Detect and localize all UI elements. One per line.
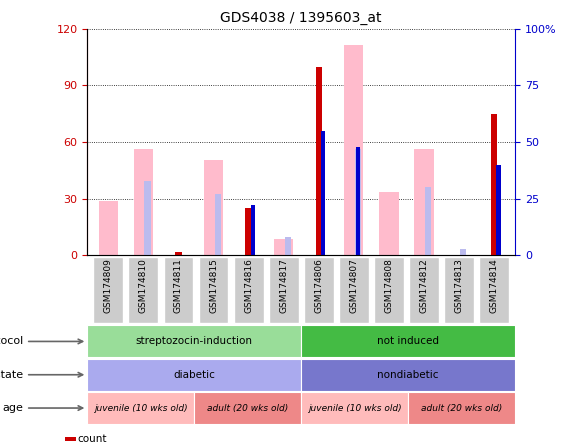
Text: GSM174810: GSM174810	[139, 258, 148, 313]
Text: GSM174815: GSM174815	[209, 258, 218, 313]
FancyBboxPatch shape	[409, 258, 439, 323]
Bar	[134, 149, 153, 255]
Bar	[251, 206, 255, 255]
Bar	[204, 160, 223, 255]
FancyBboxPatch shape	[163, 258, 193, 323]
Text: GSM174811: GSM174811	[174, 258, 183, 313]
Text: GSM174807: GSM174807	[349, 258, 358, 313]
Bar	[425, 187, 431, 255]
Bar	[496, 165, 501, 255]
Text: not induced: not induced	[377, 337, 439, 346]
Text: juvenile (10 wks old): juvenile (10 wks old)	[94, 404, 187, 412]
Bar	[99, 201, 118, 255]
Bar	[414, 149, 434, 255]
Text: adult (20 wks old): adult (20 wks old)	[207, 404, 288, 412]
Text: GSM174813: GSM174813	[454, 258, 463, 313]
Bar	[460, 249, 466, 255]
Title: GDS4038 / 1395603_at: GDS4038 / 1395603_at	[221, 11, 382, 25]
Text: nondiabetic: nondiabetic	[377, 370, 439, 380]
FancyBboxPatch shape	[339, 258, 369, 323]
FancyBboxPatch shape	[444, 258, 474, 323]
Text: streptozocin-induction: streptozocin-induction	[136, 337, 253, 346]
FancyBboxPatch shape	[199, 258, 229, 323]
FancyBboxPatch shape	[128, 258, 158, 323]
Bar	[145, 181, 151, 255]
FancyBboxPatch shape	[479, 258, 509, 323]
Text: GSM174808: GSM174808	[385, 258, 394, 313]
Bar	[87, 392, 194, 424]
Text: adult (20 wks old): adult (20 wks old)	[421, 404, 502, 412]
Bar	[215, 194, 221, 255]
Text: GSM174812: GSM174812	[419, 258, 428, 313]
Bar	[491, 114, 497, 255]
Text: juvenile (10 wks old): juvenile (10 wks old)	[308, 404, 401, 412]
Bar	[175, 252, 182, 255]
FancyBboxPatch shape	[269, 258, 298, 323]
Bar	[355, 149, 361, 255]
Bar	[245, 208, 252, 255]
Text: GSM174806: GSM174806	[314, 258, 323, 313]
Text: GSM174814: GSM174814	[490, 258, 499, 313]
Text: GSM174816: GSM174816	[244, 258, 253, 313]
Text: diabetic: diabetic	[173, 370, 215, 380]
Text: GSM174817: GSM174817	[279, 258, 288, 313]
Bar	[344, 45, 364, 255]
Text: count: count	[77, 434, 107, 444]
Bar	[321, 131, 325, 255]
Text: protocol: protocol	[0, 337, 83, 346]
Bar	[285, 237, 291, 255]
Bar	[316, 67, 322, 255]
Bar	[301, 359, 515, 391]
FancyBboxPatch shape	[304, 258, 334, 323]
Bar	[301, 392, 408, 424]
Text: age: age	[2, 403, 83, 413]
FancyBboxPatch shape	[374, 258, 404, 323]
Bar	[274, 239, 293, 255]
FancyBboxPatch shape	[93, 258, 123, 323]
Text: disease state: disease state	[0, 370, 83, 380]
Text: GSM174809: GSM174809	[104, 258, 113, 313]
Bar	[194, 392, 301, 424]
Bar	[301, 325, 515, 357]
Bar	[356, 147, 360, 255]
FancyBboxPatch shape	[234, 258, 263, 323]
Bar	[65, 437, 75, 441]
Bar	[379, 192, 399, 255]
Bar	[87, 325, 301, 357]
Bar	[87, 359, 301, 391]
Bar	[408, 392, 515, 424]
